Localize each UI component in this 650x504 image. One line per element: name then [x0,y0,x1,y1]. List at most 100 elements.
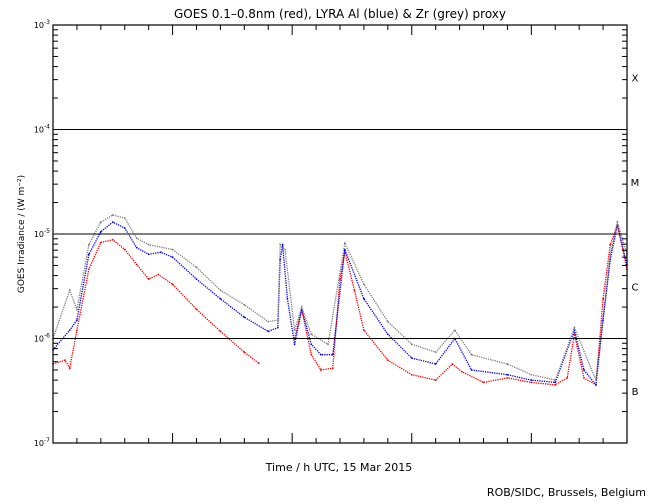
data-point [243,303,246,306]
data-point [609,243,612,246]
data-point [595,383,597,386]
data-point [506,373,509,376]
data-point [87,243,90,246]
data-point [171,256,174,259]
data-point [530,379,533,381]
data-point [386,333,389,336]
data-point [219,289,222,292]
y-tick-label: 10-6 [34,333,50,344]
data-point [76,329,78,332]
data-point [482,381,485,384]
data-point [470,369,473,371]
data-point [281,243,284,246]
series-lyra-zr-proxy [52,214,628,381]
data-point [410,373,413,376]
data-point [76,308,78,311]
data-point [76,319,78,321]
data-point [276,326,279,329]
data-point [410,357,413,359]
data-point [602,297,604,300]
data-point [506,376,509,379]
data-point [257,362,260,365]
flare-class-label: C [632,282,639,293]
data-point [554,379,557,381]
chart-title: GOES 0.1–0.8nm (red), LYRA Al (blue) & Z… [174,7,506,21]
y-tick-label: 10-5 [34,228,50,239]
y-tick-base: 10 [34,126,44,135]
data-point [453,329,456,332]
data-point [195,266,198,269]
data-point [386,359,389,362]
data-point [219,330,222,333]
flare-class-label: X [632,73,639,84]
data-point [363,329,365,332]
data-point [573,326,576,329]
y-tick-exponent: -6 [44,333,50,340]
series-line [52,214,628,381]
data-point [331,353,334,356]
y-tick-exponent: -4 [44,124,50,131]
data-point [434,379,437,381]
data-point [99,241,102,244]
y-tick-exponent: -3 [44,19,50,26]
y-tick-exponent: -5 [44,228,50,235]
data-point [284,248,286,251]
data-point [243,351,246,354]
data-point [293,329,296,332]
data-point [111,214,114,216]
data-point [219,297,222,300]
data-point [319,369,322,371]
y-tick-label: 10-7 [34,437,50,448]
data-point [530,381,533,384]
series-layer [52,214,628,387]
data-point [566,376,569,379]
data-point [506,363,509,365]
y-tick-base: 10 [34,230,44,239]
y-axis-label: GOES Irradiance / (W m⁻²) [17,175,27,293]
data-point [410,343,413,346]
series-lyra-al-proxy [52,221,628,387]
data-point [339,278,341,281]
data-point [159,251,162,254]
data-point [267,320,270,323]
y-tick-exponent: -7 [44,437,50,444]
footer-credit: ROB/SIDC, Brussels, Belgium [487,486,646,499]
y-tick-label: 10-3 [34,19,50,30]
data-point [609,253,612,256]
data-point [353,289,356,292]
data-point [583,369,585,371]
data-point [461,370,463,373]
data-point [583,376,585,379]
flare-class-label: M [631,178,640,189]
data-point [87,268,90,271]
series-line [52,222,628,386]
data-point [451,363,454,365]
data-point [99,221,102,223]
data-point [267,330,270,333]
data-point [123,227,126,229]
data-point [310,333,313,336]
data-point [434,363,437,365]
data-point [363,283,365,286]
y-tick-base: 10 [34,21,44,30]
data-point [386,320,389,323]
data-point [434,351,437,354]
data-point [135,246,138,249]
data-point [616,221,619,223]
data-point [310,353,313,356]
data-point [331,367,334,370]
x-axis-label: Time / h UTC, 15 Mar 2015 [265,461,413,474]
data-point [595,379,597,381]
data-point [286,297,289,300]
data-point [554,381,557,384]
data-point [470,353,473,356]
data-point [319,353,322,356]
y-tick-label: 10-4 [34,124,50,135]
data-point [363,297,365,300]
data-point [147,243,150,246]
data-point [111,238,114,241]
data-point [195,308,198,311]
data-point [276,319,279,321]
